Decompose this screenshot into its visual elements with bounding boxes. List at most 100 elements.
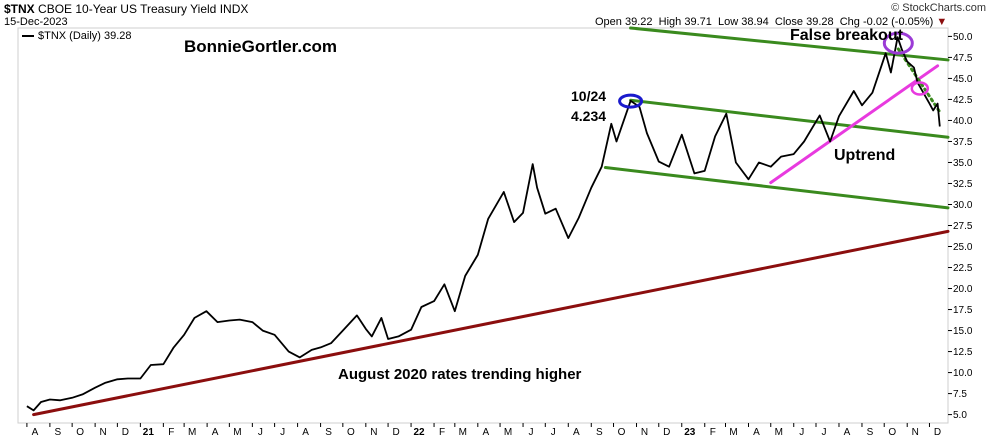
close-label: Close	[774, 16, 804, 28]
y-tick-label: 10.0	[953, 368, 973, 379]
x-tick-label: F	[439, 427, 445, 438]
false-breakout-label: False breakout	[790, 27, 904, 44]
x-tick-label: N	[370, 427, 377, 438]
x-tick-label: M	[233, 427, 241, 438]
x-tick-label: M	[459, 427, 467, 438]
legend-swatch-icon	[22, 35, 34, 38]
y-tick-label: 30.0	[953, 200, 973, 211]
y-tick-label: 45.0	[953, 74, 973, 85]
x-tick-label: J	[821, 427, 826, 438]
peak-2022-marker	[618, 93, 644, 109]
x-tick-label: O	[347, 427, 355, 438]
ohlc-readout: Open 39.22 High 39.71 Low 38.94 Close 39…	[595, 16, 947, 28]
x-tick-label: M	[504, 427, 512, 438]
close-value: 39.28	[806, 16, 834, 28]
x-tick-label: S	[867, 427, 874, 438]
y-tick-label: 25.0	[953, 242, 973, 253]
x-tick-label: A	[32, 427, 39, 438]
y-tick-label: 27.5	[953, 221, 973, 232]
x-tick-label: A	[753, 427, 760, 438]
low-label: Low	[717, 16, 739, 28]
x-tick-label: 23	[684, 427, 696, 438]
x-tick-label: M	[188, 427, 196, 438]
ticker-symbol: $TNX	[4, 2, 35, 16]
trend-note-label: August 2020 rates trending higher	[338, 366, 582, 383]
x-tick-label: A	[844, 427, 851, 438]
legend-label: $TNX (Daily) 39.28	[38, 30, 132, 42]
x-tick-label: 21	[143, 427, 155, 438]
x-tick-label: O	[76, 427, 84, 438]
x-tick-label: O	[888, 427, 896, 438]
ticker-exchange: INDX	[219, 2, 249, 16]
y-tick-label: 37.5	[953, 137, 973, 148]
y-tick-label: 40.0	[953, 116, 973, 127]
x-tick-label: M	[729, 427, 737, 438]
y-tick-label: 22.5	[953, 263, 973, 274]
x-tick-label: J	[258, 427, 263, 438]
x-tick-label: A	[482, 427, 489, 438]
x-tick-label: D	[392, 427, 399, 438]
x-tick-label: M	[775, 427, 783, 438]
y-tick-label: 50.0	[953, 32, 973, 43]
x-tick-label: J	[551, 427, 556, 438]
high-label: High	[658, 16, 682, 28]
x-tick-label: D	[663, 427, 670, 438]
x-tick-label: A	[212, 427, 219, 438]
x-tick-label: N	[912, 427, 919, 438]
trendline-dotted	[896, 47, 942, 114]
y-tick-label: 47.5	[953, 53, 973, 64]
x-tick-label: S	[325, 427, 332, 438]
y-axis: 5.0 7.5 10.0 12.5 15.0 17.5 20.0 22.5 25.0 27.5 30…	[948, 32, 973, 421]
ticker-name: CBOE 10-Year US Treasury Yield	[38, 2, 217, 16]
price-layer	[26, 36, 941, 412]
y-tick-label: 32.5	[953, 179, 973, 190]
false-breakout-marker	[882, 31, 914, 55]
y-tick-label: 35.0	[953, 158, 973, 169]
y-tick-label: 42.5	[953, 95, 973, 106]
trendline-channel-bottom	[603, 166, 950, 210]
x-tick-label: J	[799, 427, 804, 438]
low-value: 38.94	[741, 16, 769, 28]
x-tick-label: S	[55, 427, 62, 438]
uptrend-label: Uptrend	[834, 147, 895, 164]
stockcharts-credit: © StockCharts.com	[891, 2, 986, 14]
trendline-layer	[32, 26, 950, 417]
x-tick-label: J	[280, 427, 285, 438]
series-legend: $TNX (Daily) 39.28	[22, 30, 132, 42]
y-tick-label: 5.0	[953, 410, 967, 421]
trendline-uptrend	[769, 64, 940, 185]
trendline-longterm	[32, 229, 950, 417]
x-tick-label: N	[100, 427, 107, 438]
x-tick-label: 22	[413, 427, 425, 438]
x-tick-label: D	[934, 427, 941, 438]
chg-value: -0.02 (-0.05%)	[862, 16, 934, 28]
x-tick-label: O	[618, 427, 626, 438]
price-series-line	[26, 36, 941, 412]
open-label: Open	[595, 16, 622, 28]
trendline-channel-top	[629, 98, 950, 139]
website-label: BonnieGortler.com	[184, 37, 337, 56]
peak-value-label: 4.234	[571, 108, 606, 124]
high-value: 39.71	[684, 16, 712, 28]
x-tick-label: F	[710, 427, 716, 438]
open-value: 39.22	[624, 16, 653, 28]
y-tick-label: 15.0	[953, 326, 973, 337]
x-tick-label: A	[573, 427, 580, 438]
y-tick-label: 17.5	[953, 305, 973, 316]
uptrend-break-marker	[910, 81, 930, 96]
y-tick-label: 20.0	[953, 284, 973, 295]
chart-date: 15-Dec-2023	[4, 16, 68, 28]
x-tick-label: F	[168, 427, 174, 438]
y-tick-label: 7.5	[953, 389, 967, 400]
y-tick-label: 12.5	[953, 347, 973, 358]
x-tick-label: D	[122, 427, 129, 438]
chart-title: $TNX CBOE 10-Year US Treasury Yield INDX	[4, 2, 248, 16]
x-tick-label: A	[302, 427, 309, 438]
chg-label: Chg	[839, 16, 860, 28]
x-tick-label: S	[596, 427, 603, 438]
peak-date-label: 10/24	[571, 88, 606, 104]
x-axis: A S O N D 21 F M A M J J A S O N D 22 F M A M J J A S O N D 23 F M A M J J A…	[26, 423, 941, 438]
overlay-layer	[618, 31, 930, 109]
down-arrow-icon: ▼	[936, 16, 948, 28]
